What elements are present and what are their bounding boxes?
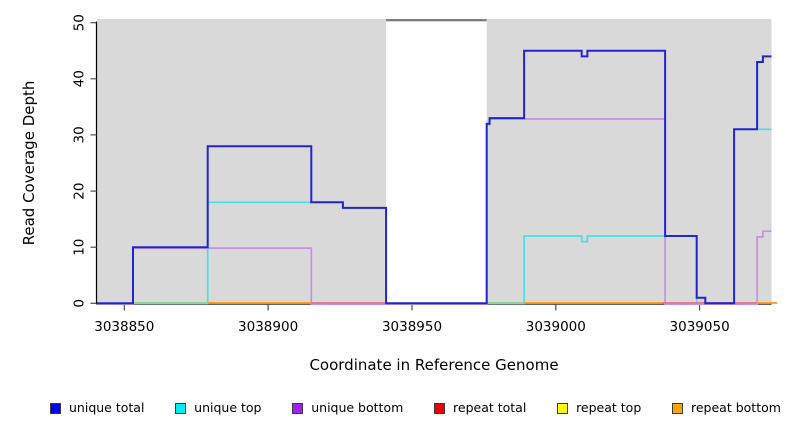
y-tick-label: 10	[72, 239, 88, 256]
legend-item-repeat-bottom: repeat bottom	[672, 399, 781, 415]
legend-label: repeat total	[453, 399, 527, 415]
legend-item-repeat-total: repeat total	[434, 399, 527, 415]
legend-label: repeat top	[576, 399, 642, 415]
series-line-unique-total	[97, 49, 772, 305]
x-tick-label: 3039050	[670, 319, 730, 335]
shaded-coverage-region	[486, 19, 772, 305]
x-tick-label: 3038900	[238, 319, 298, 335]
legend-item-unique-bottom: unique bottom	[292, 399, 404, 415]
legend-label: unique top	[194, 399, 262, 415]
coverage-plot: 0 10 20 30 40 50 3038850 3038900 3038950 3039000 3…	[20, 14, 778, 374]
y-tick-label: 0	[72, 299, 88, 308]
y-tick-label: 30	[72, 126, 88, 143]
y-tick-label: 20	[72, 183, 88, 200]
shaded-coverage-region	[97, 19, 387, 305]
legend-label: repeat bottom	[691, 399, 781, 415]
legend-swatch-icon	[672, 402, 683, 414]
legend-item-unique-top: unique top	[175, 399, 262, 415]
y-axis-title: Read Coverage Depth	[20, 81, 38, 246]
legend: unique total unique top unique bottom repea…	[50, 396, 781, 420]
series-layer	[97, 49, 778, 306]
legend-swatch-icon	[50, 402, 61, 414]
legend-swatch-icon	[557, 402, 569, 414]
x-tick-label: 3038950	[382, 319, 442, 335]
plot-background-layer	[97, 19, 772, 305]
x-tick-label: 3039000	[526, 319, 586, 335]
y-tick-label: 50	[72, 14, 88, 31]
legend-item-unique-total: unique total	[50, 399, 145, 415]
x-tick-label: 3038850	[94, 319, 154, 335]
axis-layer: 0 10 20 30 40 50 3038850 3038900 3038950 3039000 3…	[72, 14, 772, 335]
y-tick-label: 40	[72, 70, 88, 87]
legend-label: unique total	[69, 399, 145, 415]
legend-swatch-icon	[292, 402, 304, 414]
x-axis-title: Coordinate in Reference Genome	[309, 356, 558, 374]
legend-swatch-icon	[175, 402, 187, 414]
legend-item-repeat-top: repeat top	[557, 399, 642, 415]
legend-swatch-icon	[434, 402, 446, 414]
legend-label: unique bottom	[311, 399, 404, 415]
